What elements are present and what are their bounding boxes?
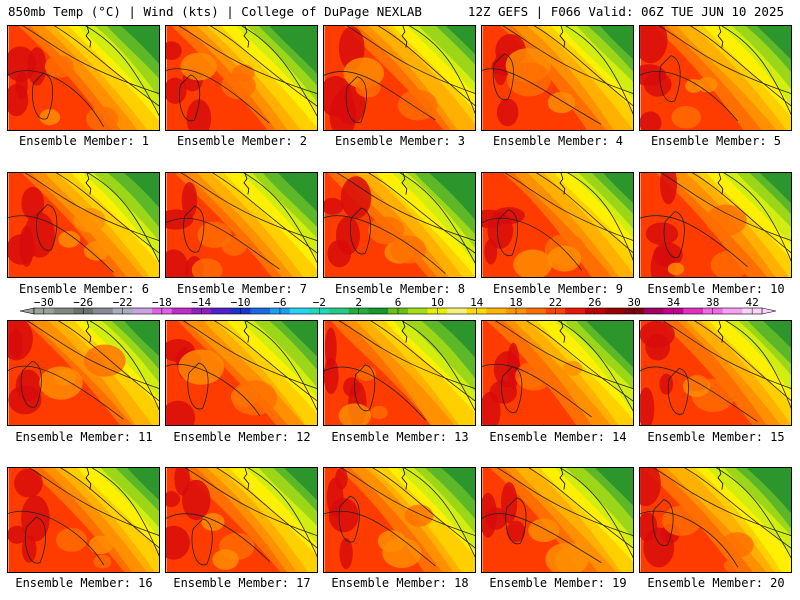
ensemble-member-label: Ensemble Member: 11 bbox=[15, 430, 153, 444]
colorbar-swatch bbox=[171, 308, 192, 314]
ensemble-member-label: Ensemble Member: 16 bbox=[15, 576, 153, 590]
colorbar-tick-label: −10 bbox=[231, 297, 251, 309]
ensemble-member-map bbox=[639, 172, 792, 278]
ensemble-member-label: Ensemble Member: 4 bbox=[492, 134, 624, 148]
map-title: 850mb Temp (°C) | Wind (kts) | College o… bbox=[8, 4, 422, 19]
colorbar-tick-label: −6 bbox=[273, 297, 286, 309]
colorbar-low-arrow bbox=[19, 307, 35, 315]
ensemble-member-label: Ensemble Member: 3 bbox=[334, 134, 466, 148]
ensemble-member-label: Ensemble Member: 13 bbox=[331, 430, 469, 444]
colorbar-tick-label: −2 bbox=[313, 297, 326, 309]
temperature-colorbar: −30 −26 −22 −18 −14 −10 −6 −2 2 6 10 14 18 22 26 30 34 38… bbox=[0, 297, 800, 319]
colorbar-tick-label: 38 bbox=[706, 297, 719, 309]
colorbar-swatch bbox=[407, 308, 428, 314]
ensemble-member-map bbox=[165, 172, 318, 278]
ensemble-member-map bbox=[481, 320, 634, 426]
ensemble-member-map bbox=[481, 25, 634, 131]
colorbar-tick-label: 34 bbox=[667, 297, 681, 309]
model-run-info: 12Z GEFS | F066 Valid: 06Z TUE JUN 10 20… bbox=[467, 4, 784, 19]
ensemble-member-map bbox=[481, 467, 634, 573]
colorbar-swatch bbox=[289, 308, 310, 314]
colorbar-graphic: −30 −26 −22 −18 −14 −10 −6 −2 2 6 10 14 18 22 26 30 34 38… bbox=[19, 297, 777, 315]
ensemble-member-map bbox=[165, 320, 318, 426]
ensemble-member-map bbox=[639, 467, 792, 573]
ensemble-member-label: Ensemble Member: 9 bbox=[492, 282, 624, 296]
colorbar-swatch bbox=[604, 308, 625, 314]
ensemble-member-label: Ensemble Member: 17 bbox=[173, 576, 311, 590]
ensemble-member-label: Ensemble Member: 7 bbox=[176, 282, 308, 296]
colorbar-high-arrow bbox=[761, 307, 777, 315]
ensemble-member-map bbox=[165, 467, 318, 573]
ensemble-member-label: Ensemble Member: 20 bbox=[647, 576, 785, 590]
colorbar-tick-label: 22 bbox=[549, 297, 562, 309]
colorbar-tick-label: −26 bbox=[73, 297, 93, 309]
ensemble-member-label: Ensemble Member: 8 bbox=[334, 282, 466, 296]
ensemble-member-map bbox=[7, 25, 160, 131]
colorbar-swatch bbox=[329, 308, 350, 314]
colorbar-tick-label: 2 bbox=[355, 297, 362, 309]
colorbar-swatch bbox=[486, 308, 507, 314]
ensemble-member-label: Ensemble Member: 19 bbox=[489, 576, 627, 590]
colorbar-swatch bbox=[683, 308, 704, 314]
ensemble-member-label: Ensemble Member: 10 bbox=[647, 282, 785, 296]
colorbar-tick-label: 10 bbox=[431, 297, 444, 309]
ensemble-member-map bbox=[165, 25, 318, 131]
ensemble-member-map bbox=[323, 320, 476, 426]
colorbar-swatch bbox=[722, 308, 743, 314]
ensemble-member-map bbox=[7, 320, 160, 426]
colorbar-tick-label: −22 bbox=[113, 297, 133, 309]
ensemble-member-label: Ensemble Member: 18 bbox=[331, 576, 469, 590]
ensemble-member-map bbox=[323, 467, 476, 573]
ensemble-member-map bbox=[639, 320, 792, 426]
colorbar-swatch bbox=[93, 308, 114, 314]
colorbar-swatch bbox=[132, 308, 153, 314]
colorbar-tick-label: −30 bbox=[34, 297, 54, 309]
colorbar-swatch bbox=[250, 308, 271, 314]
ensemble-member-label: Ensemble Member: 15 bbox=[647, 430, 785, 444]
ensemble-member-label: Ensemble Member: 5 bbox=[650, 134, 782, 148]
colorbar-swatch bbox=[211, 308, 232, 314]
colorbar-swatch bbox=[643, 308, 664, 314]
ensemble-member-label: Ensemble Member: 1 bbox=[18, 134, 150, 148]
colorbar-tick-label: −18 bbox=[152, 297, 172, 309]
colorbar-swatch bbox=[525, 308, 546, 314]
colorbar-swatch bbox=[368, 308, 389, 314]
ensemble-member-map bbox=[323, 25, 476, 131]
colorbar-tick-label: 26 bbox=[588, 297, 601, 309]
ensemble-member-map bbox=[481, 172, 634, 278]
colorbar-swatch bbox=[53, 308, 74, 314]
colorbar-tick-label: 42 bbox=[746, 297, 759, 309]
ensemble-member-label: Ensemble Member: 12 bbox=[173, 430, 311, 444]
ensemble-member-map bbox=[639, 25, 792, 131]
ensemble-member-label: Ensemble Member: 2 bbox=[176, 134, 308, 148]
colorbar-tick-label: −14 bbox=[191, 297, 211, 309]
ensemble-member-map bbox=[7, 172, 160, 278]
ensemble-member-map bbox=[323, 172, 476, 278]
colorbar-swatch bbox=[447, 308, 468, 314]
ensemble-member-map bbox=[7, 467, 160, 573]
ensemble-member-label: Ensemble Member: 6 bbox=[18, 282, 150, 296]
ensemble-member-label: Ensemble Member: 14 bbox=[489, 430, 627, 444]
colorbar-tick-label: 18 bbox=[509, 297, 522, 309]
colorbar-tick-label: 6 bbox=[395, 297, 402, 309]
colorbar-tick-label: 14 bbox=[470, 297, 484, 309]
colorbar-tick-label: 30 bbox=[627, 297, 640, 309]
colorbar-swatch bbox=[565, 308, 586, 314]
